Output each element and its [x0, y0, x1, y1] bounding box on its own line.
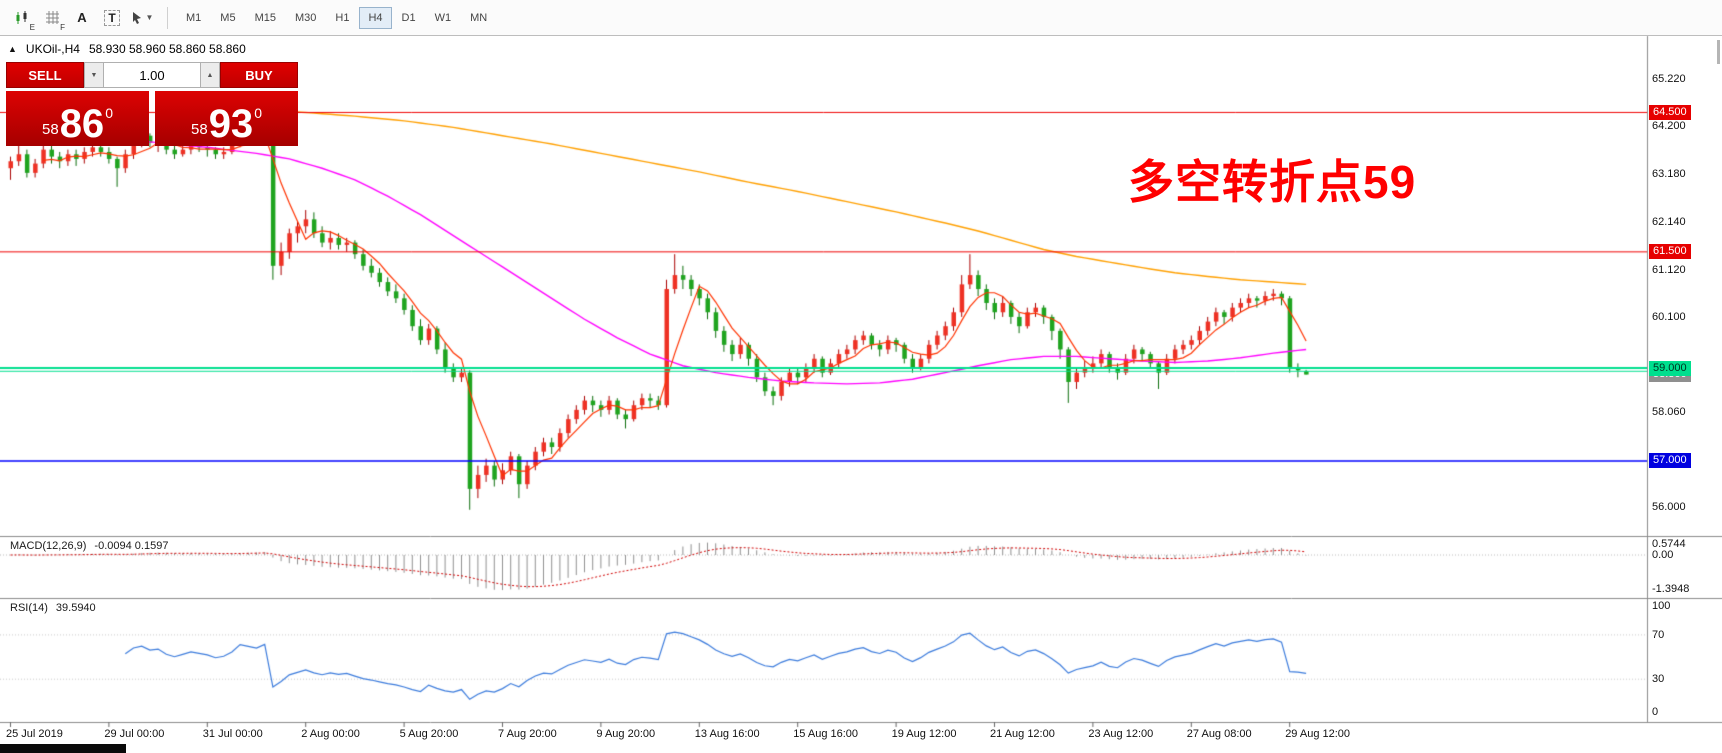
- bid-sup-digit: 0: [105, 105, 113, 121]
- timeframe-button-h4[interactable]: H4: [359, 6, 392, 29]
- collapse-trade-panel-icon[interactable]: ▲: [8, 44, 17, 54]
- macd-name: MACD(12,26,9): [10, 540, 87, 552]
- candles-glyph: [16, 10, 27, 24]
- macd-values: -0.0094 0.1597: [94, 540, 169, 552]
- timeframe-button-m30[interactable]: M30: [286, 7, 325, 29]
- timeframe-button-w1[interactable]: W1: [426, 7, 461, 29]
- bid-big-digits: 86: [59, 102, 105, 146]
- text-tool-icon[interactable]: A: [77, 10, 87, 25]
- ask-big-digits: 93: [208, 102, 254, 146]
- taskbar-fragment: [0, 744, 126, 753]
- dropdown-caret-icon: ▼: [145, 13, 154, 22]
- toolbar: E F A T ▼ M1 M5 M15 M30 H1 H4 D1 W1 MN: [0, 0, 1722, 36]
- chart-title: ▲ UKOil-,H4 58.930 58.960 58.860 58.860: [8, 42, 246, 56]
- ask-sup-digit: 0: [254, 105, 262, 121]
- textbox-tool-icon[interactable]: T: [98, 5, 126, 31]
- chart-candles-icon[interactable]: E: [8, 5, 36, 32]
- volume-down-button[interactable]: ▼: [84, 62, 104, 88]
- timeframe-button-m5[interactable]: M5: [211, 7, 244, 29]
- macd-label: MACD(12,26,9) -0.0094 0.1597: [10, 540, 168, 552]
- cursor-arrow-glyph: [132, 12, 141, 24]
- chart-annotation-text: 多空转折点59: [1128, 156, 1417, 208]
- sell-button[interactable]: SELL: [6, 62, 84, 88]
- scrollbar-fragment[interactable]: [1717, 40, 1720, 64]
- bid-prefix: 58: [42, 121, 59, 138]
- timeframe-button-h1[interactable]: H1: [326, 7, 358, 29]
- timeframe-button-d1[interactable]: D1: [393, 7, 425, 29]
- bid-price-box[interactable]: 58 86 0: [6, 91, 149, 146]
- toolbar-separator: [167, 6, 168, 29]
- rsi-name: RSI(14): [10, 602, 48, 614]
- ask-price-box[interactable]: 58 93 0: [155, 91, 298, 146]
- shapes-tool-icon[interactable]: ▼: [128, 5, 156, 31]
- ohlc-quote-label: 58.930 58.960 58.860 58.860: [88, 42, 246, 56]
- volume-up-button[interactable]: ▲: [200, 62, 220, 88]
- volume-input[interactable]: [104, 62, 200, 88]
- symbol-period-label: UKOil-,H4: [25, 42, 80, 56]
- grid-icon[interactable]: F: [38, 5, 66, 32]
- one-click-trading-panel: SELL ▼ ▲ BUY 58 86 0 58 93 0: [6, 62, 298, 146]
- buy-button[interactable]: BUY: [220, 62, 298, 88]
- timeframe-buttons: M1 M5 M15 M30 H1 H4 D1 W1 MN: [177, 6, 497, 29]
- ask-prefix: 58: [191, 121, 208, 138]
- timeframe-button-m1[interactable]: M1: [177, 7, 210, 29]
- timeframe-button-mn[interactable]: MN: [461, 7, 496, 29]
- timeframe-button-m15[interactable]: M15: [246, 7, 285, 29]
- rsi-label: RSI(14) 39.5940: [10, 602, 96, 614]
- icon-badge: F: [60, 22, 65, 32]
- rsi-value: 39.5940: [55, 602, 96, 614]
- grid-glyph: [45, 11, 59, 24]
- icon-badge: E: [29, 22, 35, 32]
